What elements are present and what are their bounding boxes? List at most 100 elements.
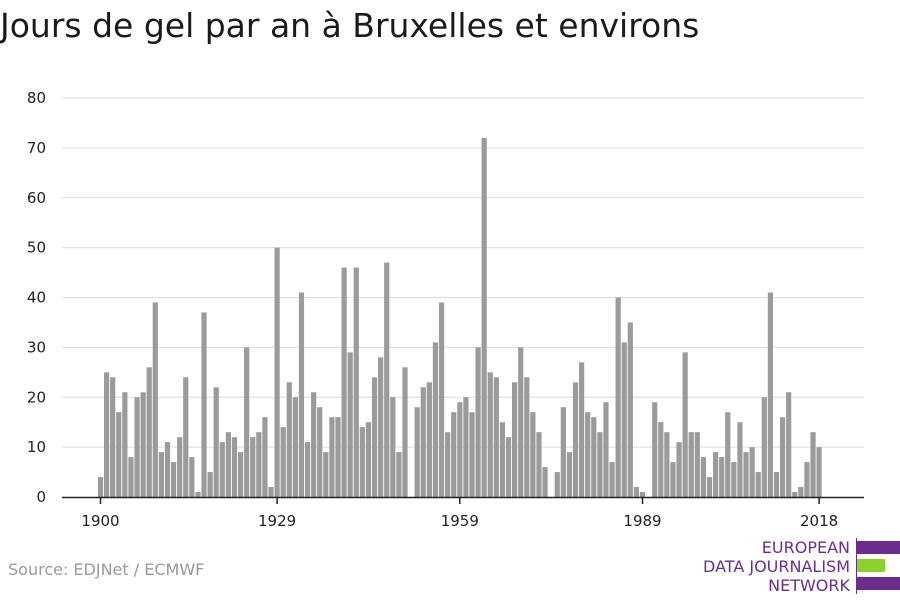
bar-1945 [371, 377, 378, 497]
bar-1999 [700, 457, 707, 497]
bar-1987 [627, 322, 633, 497]
bar-1997 [688, 432, 694, 497]
bar-2015 [798, 487, 804, 497]
bar-1938 [329, 417, 335, 497]
y-tick-label: 40 [27, 289, 46, 307]
bar-1972 [536, 432, 542, 497]
bar-1910 [158, 452, 164, 497]
bar-1977 [566, 452, 573, 497]
bar-1946 [378, 357, 384, 497]
bar-2004 [731, 462, 737, 497]
bar-1900 [97, 477, 104, 497]
bar-1964 [487, 372, 493, 497]
logo-bar-green [857, 559, 885, 572]
bar-1955 [432, 342, 439, 497]
bar-1998 [694, 432, 700, 497]
bar-1902 [110, 377, 116, 497]
x-tick-label: 1959 [441, 512, 479, 530]
bar-1901 [103, 372, 110, 497]
bar-1944 [365, 422, 372, 497]
logo-bar-purple-bottom [857, 577, 900, 590]
bar-1976 [560, 407, 566, 497]
y-tick-label: 80 [27, 89, 46, 107]
bar-1916 [195, 492, 201, 497]
bar-1904 [122, 392, 128, 497]
bar-2016 [804, 462, 810, 497]
source-note: Source: EDJNet / ECMWF [8, 560, 205, 579]
bar-1914 [183, 377, 189, 497]
logo-line-2: DATA JOURNALISM [703, 557, 850, 576]
bar-1952 [414, 407, 420, 497]
bar-1913 [177, 437, 183, 497]
bar-1973 [542, 467, 548, 497]
bar-2006 [743, 452, 749, 497]
bar-1981 [591, 417, 597, 497]
bar-1943 [359, 427, 365, 497]
bar-1947 [384, 262, 390, 497]
bar-1948 [390, 397, 396, 497]
bar-1994 [670, 462, 676, 497]
bar-1970 [524, 377, 530, 497]
y-tick-label: 50 [27, 239, 46, 257]
bar-1980 [585, 412, 591, 497]
bar-2010 [767, 292, 773, 497]
bar-1903 [116, 412, 122, 497]
bar-1979 [579, 362, 585, 497]
bar-2001 [712, 452, 719, 497]
bar-1989 [639, 492, 646, 497]
bar-2002 [719, 457, 725, 497]
bar-1936 [317, 407, 323, 497]
bar-1918 [207, 472, 213, 497]
bar-1968 [512, 382, 518, 497]
bar-1950 [402, 367, 408, 497]
x-tick-label: 1900 [81, 512, 119, 530]
bar-2012 [779, 417, 786, 497]
bar-1953 [420, 387, 426, 497]
bar-1937 [323, 452, 329, 497]
chart-title: Jours de gel par an à Bruxelles et envir… [0, 6, 700, 45]
bar-1911 [164, 442, 171, 497]
bar-1963 [481, 137, 487, 497]
axes: 0 10 20 30 40 50 60 70 80 1900 1929 1959 1989 2018 [27, 89, 864, 530]
bar-2009 [761, 397, 767, 497]
bar-2005 [737, 422, 743, 497]
bars [97, 137, 822, 498]
bar-1907 [140, 392, 146, 497]
bar-1939 [335, 417, 341, 497]
bar-1971 [530, 412, 536, 497]
y-tick-label: 0 [36, 488, 46, 506]
bar-2017 [810, 432, 816, 497]
bar-1920 [219, 442, 225, 497]
bar-1949 [396, 452, 402, 497]
bar-1966 [499, 422, 506, 497]
bar-1906 [134, 397, 140, 497]
bar-1930 [280, 427, 286, 497]
bar-1926 [256, 432, 262, 497]
bar-1912 [170, 462, 177, 497]
bar-2008 [755, 472, 761, 497]
x-tick-label: 1989 [623, 512, 661, 530]
bar-2011 [773, 472, 780, 497]
bar-1928 [268, 487, 274, 497]
bar-1956 [438, 302, 445, 497]
bar-2000 [706, 477, 713, 497]
bar-1993 [664, 432, 670, 497]
bar-1915 [189, 457, 195, 497]
y-tick-label: 10 [27, 438, 46, 456]
bar-1985 [615, 297, 621, 497]
bar-1991 [652, 402, 658, 497]
bar-2014 [792, 492, 798, 497]
bar-1905 [128, 457, 134, 497]
logo-line-3: NETWORK [768, 576, 850, 595]
bar-1960 [463, 397, 469, 497]
bar-1908 [146, 367, 152, 497]
bar-1935 [311, 392, 317, 497]
bar-1942 [353, 267, 359, 497]
bar-1992 [658, 422, 664, 497]
bar-1957 [445, 432, 451, 497]
edjnet-logo: EUROPEAN DATA JOURNALISM NETWORK [700, 538, 900, 598]
bar-1921 [225, 432, 231, 497]
logo-separator [856, 538, 857, 594]
bar-1934 [304, 442, 311, 497]
